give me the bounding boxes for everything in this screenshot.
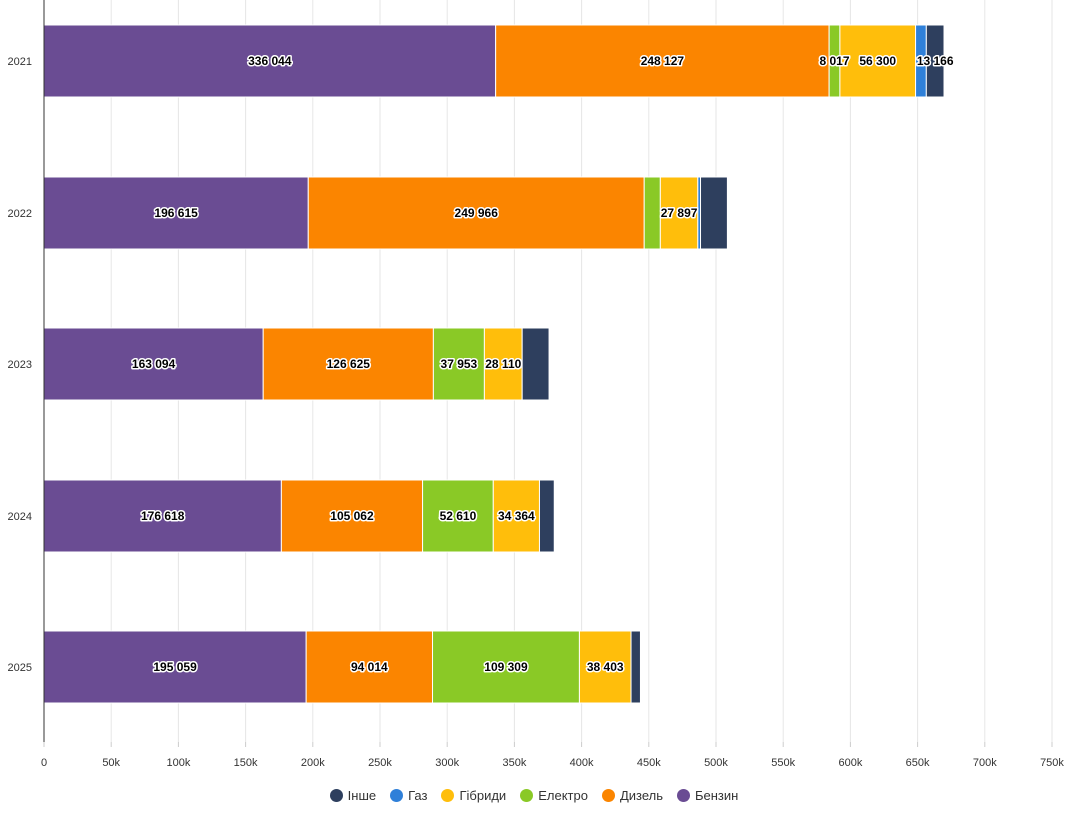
x-tick-label: 450k xyxy=(637,757,661,769)
x-tick-label: 100k xyxy=(166,757,190,769)
data-label: 109 309 xyxy=(484,660,528,674)
x-axis: 0 50k 100k 150k 200k 250k 300k 350k 400k 450k 500k… xyxy=(41,742,1064,769)
data-label: 126 625 xyxy=(327,357,371,371)
bars xyxy=(43,24,945,704)
x-tick-label: 400k xyxy=(570,757,594,769)
data-label: 38 403 xyxy=(587,660,624,674)
data-label: 8 017 xyxy=(819,54,849,68)
x-tick-label: 50k xyxy=(102,757,120,769)
y-axis: 2021 2022 2023 2024 2025 xyxy=(8,0,45,742)
data-label: 336 044 xyxy=(248,54,292,68)
legend-label: Гібриди xyxy=(459,788,507,803)
data-label: 249 966 xyxy=(455,206,499,220)
stacked-bar-chart: 336 044 248 127 8 017 56 300 13 166 196 615 24… xyxy=(8,0,1064,769)
legend-item[interactable]: Газ xyxy=(390,788,427,803)
x-tick-label: 300k xyxy=(435,757,459,769)
bar-segment[interactable] xyxy=(422,479,494,553)
legend-label: Газ xyxy=(408,788,428,803)
legend-label: Електро xyxy=(538,788,588,803)
x-tick-label: 550k xyxy=(771,757,795,769)
legend-item[interactable]: Дизель xyxy=(601,788,663,803)
data-label: 163 094 xyxy=(132,357,176,371)
legend-marker-icon xyxy=(390,789,404,802)
legend-marker-icon xyxy=(520,789,534,802)
category-label: 2021 xyxy=(8,56,32,68)
data-label: 248 127 xyxy=(641,54,685,68)
x-tick-label: 200k xyxy=(301,757,325,769)
legend-item[interactable]: Інше xyxy=(329,788,377,803)
bar-segment[interactable] xyxy=(43,24,497,98)
x-tick-label: 150k xyxy=(234,757,258,769)
x-tick-label: 350k xyxy=(502,757,526,769)
x-tick-label: 700k xyxy=(973,757,997,769)
data-label: 34 364 xyxy=(498,509,535,523)
legend-marker-icon xyxy=(676,789,690,802)
x-tick-label: 650k xyxy=(906,757,930,769)
bar-segment[interactable] xyxy=(305,630,434,704)
data-label: 195 059 xyxy=(153,660,197,674)
category-label: 2024 xyxy=(8,511,32,523)
bar-segment[interactable] xyxy=(538,479,555,553)
data-label: 105 062 xyxy=(330,509,374,523)
bar-segment[interactable] xyxy=(43,630,307,704)
legend-label: Інше xyxy=(347,788,377,803)
legend-label: Дизель xyxy=(619,788,663,803)
bar-segment[interactable] xyxy=(483,327,523,401)
legend-label: Бензин xyxy=(694,788,739,803)
data-label: 196 615 xyxy=(154,206,198,220)
legend: Інше Газ Гібриди Електро Дизель Бензин xyxy=(0,788,1068,803)
data-label: 27 897 xyxy=(661,206,698,220)
legend-item[interactable]: Гібриди xyxy=(441,788,506,803)
legend-item[interactable]: Бензин xyxy=(676,788,739,803)
bar-segment[interactable] xyxy=(262,327,434,401)
bar-segment[interactable] xyxy=(643,176,661,250)
category-label: 2022 xyxy=(8,208,32,220)
bar-segment[interactable] xyxy=(521,327,550,401)
x-tick-label: 500k xyxy=(704,757,728,769)
category-label: 2023 xyxy=(8,359,32,371)
bar-segment[interactable] xyxy=(432,630,580,704)
bar-segment[interactable] xyxy=(280,479,424,553)
x-tick-label: 250k xyxy=(368,757,392,769)
legend-item[interactable]: Електро xyxy=(520,788,588,803)
data-label: 56 300 xyxy=(859,54,896,68)
bar-segment[interactable] xyxy=(43,327,264,401)
x-tick-label: 750k xyxy=(1040,757,1064,769)
bar-segment[interactable] xyxy=(925,24,945,98)
data-label: 37 953 xyxy=(441,357,478,371)
data-label: 13 166 xyxy=(917,54,954,68)
legend-marker-icon xyxy=(601,789,615,802)
category-label: 2025 xyxy=(8,662,32,674)
legend-marker-icon xyxy=(441,789,455,802)
data-label: 52 610 xyxy=(440,509,477,523)
x-tick-label: 0 xyxy=(41,757,47,769)
x-tick-label: 600k xyxy=(838,757,862,769)
data-label: 28 110 xyxy=(485,357,521,371)
bar-segment[interactable] xyxy=(43,479,282,553)
bar-segment[interactable] xyxy=(307,176,645,250)
data-labels: 336 044 248 127 8 017 56 300 13 166 196 615 24… xyxy=(130,53,955,676)
bar-segment[interactable] xyxy=(432,327,485,401)
legend-marker-icon xyxy=(329,789,343,802)
data-label: 94 014 xyxy=(351,660,388,674)
bar-segment[interactable] xyxy=(630,630,641,704)
bar-segment[interactable] xyxy=(700,176,728,250)
data-label: 176 618 xyxy=(141,509,185,523)
bar-segment[interactable] xyxy=(492,479,540,553)
bar-segment[interactable] xyxy=(578,630,632,704)
